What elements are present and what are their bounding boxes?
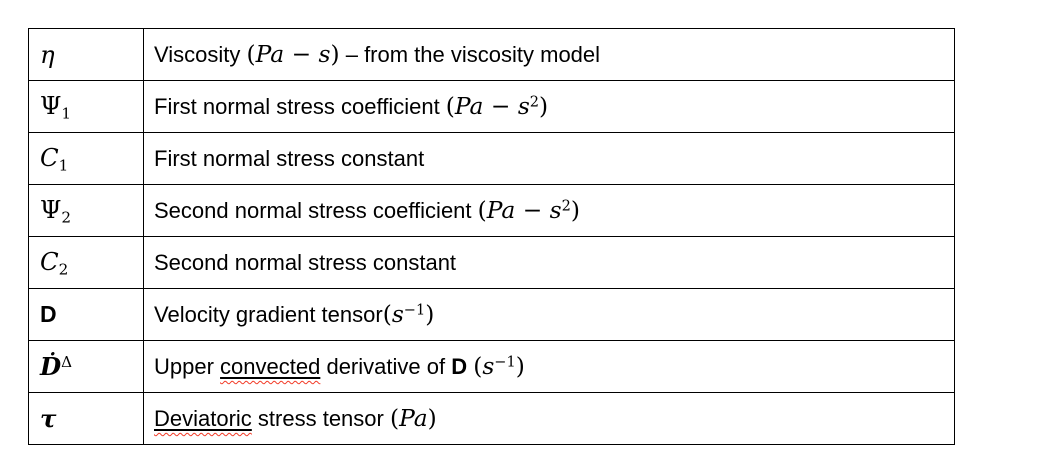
symbol-table-body: η Viscosity (Pa − s) – from the viscosity… <box>28 28 955 445</box>
table-row: τ Deviatoric stress tensor (Pa) <box>28 392 955 445</box>
text-segment: s <box>391 301 404 328</box>
text-segment: ) <box>570 197 580 224</box>
text-segment: ) <box>330 41 340 68</box>
symbol-cell: τ <box>28 392 144 445</box>
text-segment: − <box>483 93 518 120</box>
description-cell: First normal stress coefficient (Pa − s2… <box>143 80 955 133</box>
document-page: η Viscosity (Pa − s) – from the viscosity… <box>28 28 955 445</box>
text-segment: Ψ <box>40 90 62 120</box>
description-cell: Deviatoric stress tensor (Pa) <box>143 392 955 445</box>
text-segment: η <box>40 40 55 69</box>
spellcheck-squiggle-wrap: convected <box>220 354 320 379</box>
description-cell: First normal stress constant <box>143 132 955 185</box>
text-segment: Δ <box>61 353 73 372</box>
text-segment: τ <box>40 404 57 433</box>
text-segment: ( <box>477 197 487 224</box>
text-segment: – from the viscosity model <box>339 42 601 67</box>
symbol-cell: η <box>28 28 144 81</box>
text-segment: Ψ <box>40 194 62 224</box>
text-segment: Upper <box>154 354 221 379</box>
text-segment: s <box>549 197 562 224</box>
table-row: ḊΔ Upper convected derivative of D (s−1) <box>28 340 955 393</box>
text-segment: − <box>515 197 550 224</box>
symbol-cell: Ψ1 <box>28 80 144 133</box>
table-row: D Velocity gradient tensor(s−1) <box>28 288 955 341</box>
text-segment: C <box>40 246 59 276</box>
spellcheck-squiggle-wrap: Deviatoric <box>154 406 252 431</box>
text-segment: 2 <box>61 208 72 227</box>
text-segment: s <box>517 93 530 120</box>
symbol-cell: D <box>28 288 144 341</box>
text-segment: Pa <box>454 93 484 120</box>
text-segment: D <box>451 354 468 379</box>
text-segment: 1 <box>61 104 72 123</box>
table-row: Ψ2 Second normal stress coefficient (Pa −… <box>28 184 955 237</box>
symbol-cell: Ψ2 <box>28 184 144 237</box>
text-segment: −1 <box>403 302 426 319</box>
symbol-cell: C1 <box>28 132 144 185</box>
text-segment: ( <box>473 353 483 380</box>
table-row: C2 Second normal stress constant <box>28 236 955 289</box>
table-row: Ψ1 First normal stress coefficient (Pa − … <box>28 80 955 133</box>
text-segment: − <box>284 41 319 68</box>
text-segment: s <box>482 353 495 380</box>
description-cell: Second normal stress coefficient (Pa − s… <box>143 184 955 237</box>
text-segment: C <box>40 142 59 172</box>
description-cell: Second normal stress constant <box>143 236 955 289</box>
text-segment: ) <box>427 405 437 432</box>
text-segment: ( <box>246 41 256 68</box>
description-cell: Velocity gradient tensor(s−1) <box>143 288 955 341</box>
symbol-cell: C2 <box>28 236 144 289</box>
text-segment: ) <box>539 93 549 120</box>
text-segment: First normal stress coefficient <box>154 94 446 119</box>
text-segment: −1 <box>494 354 516 371</box>
text-segment: D <box>40 301 57 327</box>
text-segment: Viscosity <box>154 42 247 67</box>
symbol-cell: ḊΔ <box>28 340 144 393</box>
description-cell: Upper convected derivative of D (s−1) <box>143 340 955 393</box>
text-segment: Pa <box>255 41 285 68</box>
text-segment: ( <box>382 301 392 328</box>
text-segment: Velocity gradient tensor <box>154 302 383 327</box>
text-segment: Deviatoric <box>154 406 252 431</box>
description-cell: Viscosity (Pa − s) – from the viscosity … <box>143 28 955 81</box>
text-segment: 1 <box>58 156 69 175</box>
text-segment: derivative of <box>320 354 452 379</box>
table-row: C1 First normal stress constant <box>28 132 955 185</box>
text-segment: s <box>318 41 331 68</box>
text-segment: First normal stress constant <box>154 145 425 171</box>
text-segment: ( <box>445 93 455 120</box>
text-segment: stress tensor <box>251 406 390 431</box>
text-segment: Second normal stress coefficient <box>154 198 478 223</box>
symbol-nomenclature-table: η Viscosity (Pa − s) – from the viscosity… <box>28 28 955 445</box>
text-segment: 2 <box>58 260 69 279</box>
text-segment: ) <box>425 301 435 328</box>
text-segment: ( <box>389 405 400 432</box>
table-row: η Viscosity (Pa − s) – from the viscosity… <box>28 28 955 81</box>
text-segment: convected <box>220 354 321 379</box>
text-segment: 2 <box>529 94 540 111</box>
text-segment: Pa <box>399 405 428 432</box>
text-segment: Second normal stress constant <box>154 249 457 275</box>
text-segment: Pa <box>486 197 516 224</box>
text-segment: Ḋ <box>40 352 62 381</box>
text-segment: ) <box>515 353 525 380</box>
text-segment: 2 <box>561 198 571 215</box>
